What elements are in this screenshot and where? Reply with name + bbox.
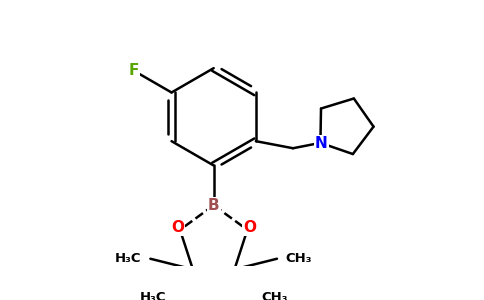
Text: N: N <box>315 136 328 151</box>
Text: O: O <box>243 220 257 235</box>
Text: H₃C: H₃C <box>140 291 166 300</box>
Text: B: B <box>208 198 219 213</box>
Text: CH₃: CH₃ <box>261 291 287 300</box>
Text: F: F <box>128 63 139 78</box>
Text: H₃C: H₃C <box>115 252 141 265</box>
Text: O: O <box>171 220 184 235</box>
Text: CH₃: CH₃ <box>286 252 312 265</box>
